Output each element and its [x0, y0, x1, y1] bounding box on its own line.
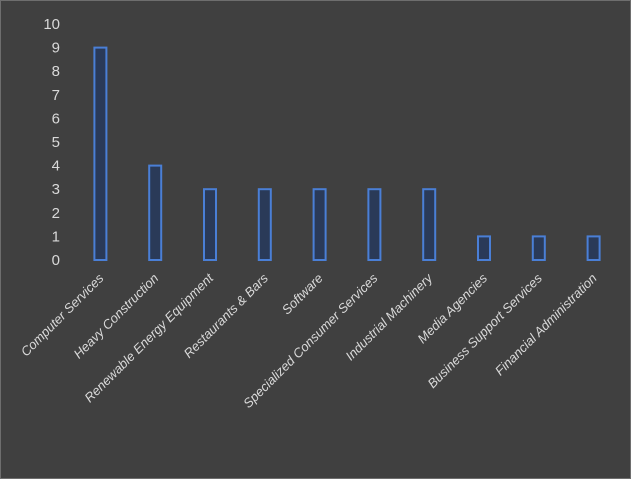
y-tick-label: 9 — [52, 40, 60, 57]
y-tick-label: 6 — [52, 110, 60, 127]
y-tick-label: 10 — [43, 16, 60, 33]
bar — [367, 188, 382, 261]
bar — [93, 46, 108, 261]
y-tick-label: 8 — [52, 63, 60, 80]
y-axis-ticks: 0 1 2 3 4 5 6 7 8 9 10 — [43, 16, 60, 269]
bar — [477, 235, 491, 261]
bar — [586, 235, 601, 261]
x-category-label: Business Support Services — [424, 270, 545, 391]
x-category-label: Financial Administration — [492, 271, 600, 379]
y-tick-label: 1 — [52, 228, 60, 245]
bar — [312, 188, 327, 261]
y-tick-label: 4 — [52, 158, 60, 175]
bar — [257, 188, 272, 261]
bar — [422, 188, 437, 261]
y-tick-label: 7 — [52, 87, 60, 104]
y-tick-label: 0 — [52, 252, 60, 269]
x-category-label: Software — [279, 271, 326, 318]
y-tick-label: 5 — [52, 134, 60, 151]
y-tick-label: 2 — [52, 205, 60, 222]
bar — [203, 188, 217, 261]
y-tick-label: 3 — [52, 181, 60, 198]
bars — [93, 46, 601, 262]
bar — [148, 164, 163, 262]
bar — [531, 235, 546, 261]
